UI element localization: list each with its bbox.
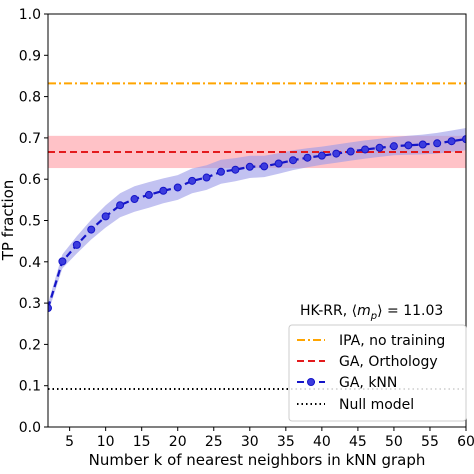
x-tick-label-5: 5 xyxy=(65,434,74,450)
x-tick-label-25: 25 xyxy=(205,434,223,450)
y-tick-label-0.2: 0.2 xyxy=(19,337,41,353)
annotation-symbol: m xyxy=(357,303,371,319)
x-tick-label-20: 20 xyxy=(169,434,187,450)
knn-point-4 xyxy=(58,257,67,266)
knn-point-26 xyxy=(216,167,225,176)
y-tick-label-0.8: 0.8 xyxy=(19,90,41,106)
y-tick-label-1.0: 1.0 xyxy=(19,7,41,23)
knn-point-38 xyxy=(303,153,312,162)
knn-point-36 xyxy=(289,156,298,165)
knn-point-54 xyxy=(418,140,427,149)
x-tick-label-15: 15 xyxy=(133,434,151,450)
knn-point-8 xyxy=(87,225,96,234)
legend-label-knn: GA, kNN xyxy=(339,375,397,391)
knn-point-44 xyxy=(346,147,355,156)
x-tick-label-50: 50 xyxy=(385,434,403,450)
legend-label-orthology: GA, Orthology xyxy=(339,354,438,370)
y-tick-label-0.5: 0.5 xyxy=(19,214,41,230)
knn-point-52 xyxy=(404,141,413,150)
x-tick-label-40: 40 xyxy=(313,434,331,450)
y-tick-label-0.4: 0.4 xyxy=(19,255,41,271)
knn-point-30 xyxy=(245,162,254,171)
legend-label-null: Null model xyxy=(339,397,414,413)
knn-point-6 xyxy=(72,240,81,249)
knn-point-50 xyxy=(389,142,398,151)
x-tick-label-35: 35 xyxy=(277,434,295,450)
knn-point-40 xyxy=(317,151,326,160)
y-tick-label-0.9: 0.9 xyxy=(19,48,41,64)
knn-point-2 xyxy=(48,304,52,313)
x-axis-title: Number k of nearest neighbors in kNN gra… xyxy=(89,451,426,469)
legend: IPA, no training GA, Orthology GA, kNN N… xyxy=(288,324,467,422)
knn-point-58 xyxy=(447,137,456,146)
knn-point-24 xyxy=(202,173,211,182)
y-tick-label-0.0: 0.0 xyxy=(19,420,41,436)
y-tick-label-0.6: 0.6 xyxy=(19,172,41,188)
knn-point-42 xyxy=(332,149,341,158)
knn-point-20 xyxy=(173,183,182,192)
knn-point-32 xyxy=(260,162,269,171)
knn-point-28 xyxy=(231,165,240,174)
knn-point-16 xyxy=(144,190,153,199)
knn-point-10 xyxy=(101,212,110,221)
y-tick-label-0.1: 0.1 xyxy=(19,379,41,395)
annotation-suffix: ⟩ = 11.03 xyxy=(377,303,443,319)
y-axis-title: TP fraction xyxy=(0,180,17,262)
knn-point-22 xyxy=(188,176,197,185)
y-tick-label-0.3: 0.3 xyxy=(19,296,41,312)
knn-point-56 xyxy=(433,139,442,148)
knn-point-18 xyxy=(159,186,168,195)
axis-ticks: 5 10 15 20 25 30 35 40 45 50 55 60 0.0 0.1 0.2 0.3 0.4 0.… xyxy=(19,7,474,450)
legend-box xyxy=(288,324,467,422)
knn-point-48 xyxy=(375,143,384,152)
knn-point-60 xyxy=(462,135,466,144)
x-tick-label-30: 30 xyxy=(241,434,259,450)
knn-point-34 xyxy=(274,159,283,168)
knn-point-46 xyxy=(361,145,370,154)
x-tick-label-60: 60 xyxy=(457,434,474,450)
x-tick-label-55: 55 xyxy=(421,434,439,450)
knn-point-12 xyxy=(116,201,125,210)
annotation-text: HK-RR, ⟨mp⟩ = 11.03 xyxy=(300,303,443,322)
knn-point-14 xyxy=(130,195,139,204)
annotation-subscript: p xyxy=(370,311,377,322)
x-tick-label-45: 45 xyxy=(349,434,367,450)
annotation-prefix: HK-RR, ⟨ xyxy=(300,303,357,319)
legend-marker-knn xyxy=(307,378,315,386)
legend-label-ipa: IPA, no training xyxy=(339,333,445,349)
y-tick-label-0.7: 0.7 xyxy=(19,131,41,147)
x-tick-label-10: 10 xyxy=(97,434,115,450)
plot-area xyxy=(48,82,466,391)
